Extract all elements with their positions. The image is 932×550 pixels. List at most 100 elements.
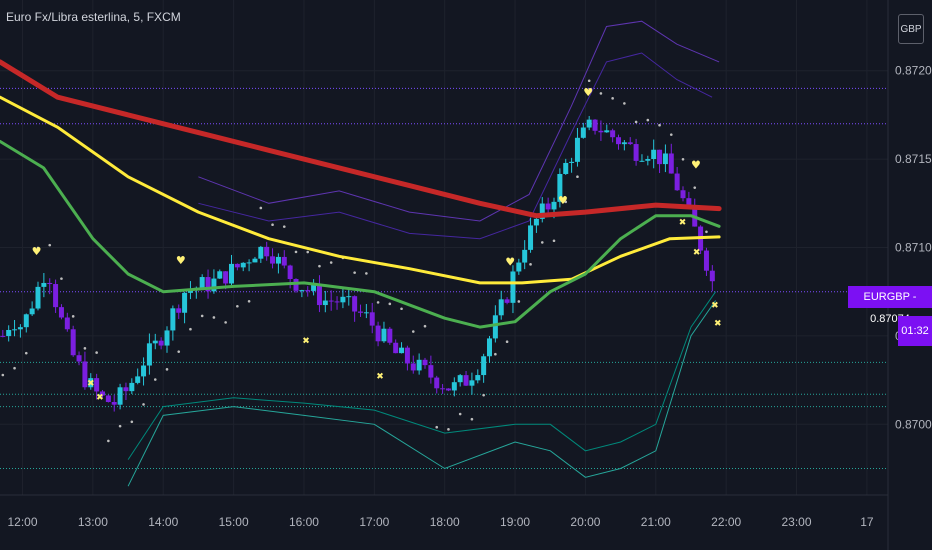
signal-marker: ♥ (558, 194, 568, 207)
sar-dot (212, 316, 216, 319)
sar-dot (365, 272, 368, 275)
candle-body (234, 263, 240, 268)
candle-body (117, 387, 123, 405)
candle-body (246, 262, 252, 264)
candle-body (258, 246, 264, 259)
candle-body (569, 161, 575, 163)
candle-body (105, 395, 111, 403)
ma-line (0, 95, 721, 285)
candle-body (580, 127, 586, 138)
candle-body (393, 342, 399, 354)
candle-body (17, 327, 23, 330)
ma-line (0, 139, 721, 329)
candle-body (604, 130, 610, 133)
candle-body (217, 271, 223, 279)
candle-body (170, 308, 176, 331)
candle-body (88, 378, 94, 388)
signal-marker: ✖ (714, 319, 722, 329)
x-tick-label: 22:00 (711, 515, 741, 529)
signal-marker: ♥ (691, 158, 701, 171)
candle-body (551, 201, 557, 210)
sar-dot (458, 412, 462, 416)
sar-dot (107, 439, 110, 443)
bands (127, 20, 720, 487)
sar-dot (634, 120, 638, 124)
candle-body (152, 340, 158, 344)
candle-body (510, 271, 516, 303)
sar-dot (130, 420, 134, 424)
candle-body (340, 296, 346, 303)
candle-body (703, 250, 709, 271)
candle-body (557, 173, 563, 202)
candle-body (709, 270, 715, 282)
candle-body (199, 277, 205, 288)
sar-dot (13, 366, 16, 370)
candle-body (358, 311, 364, 313)
candle-body (281, 256, 287, 266)
sar-dot (423, 324, 427, 328)
candle-body (451, 382, 457, 391)
candle-body (475, 375, 481, 381)
candle-body (275, 256, 281, 264)
sar-dot (177, 350, 181, 353)
candle-body (404, 347, 410, 364)
sar-dot (623, 102, 626, 105)
x-tick-label: 20:00 (570, 515, 600, 529)
sar-dot (247, 300, 251, 303)
candle-body (23, 314, 29, 328)
band-line (127, 291, 717, 460)
candle-body (457, 375, 463, 383)
x-tick-label: 14:00 (148, 515, 178, 529)
x-tick-label: 13:00 (78, 515, 108, 529)
sar-dot (564, 200, 568, 204)
candle-body (47, 282, 53, 285)
candle-body (487, 338, 493, 357)
x-tick-label: 18:00 (430, 515, 460, 529)
candle-body (416, 359, 422, 371)
candle-body (387, 328, 393, 343)
sar-dot (153, 378, 157, 381)
candle-body (498, 299, 504, 316)
candle-body (129, 382, 135, 392)
candle-body (29, 308, 35, 315)
candle-body (12, 329, 18, 331)
candle-body (223, 271, 229, 284)
candle-body (135, 376, 141, 383)
sar-dot (552, 239, 556, 243)
symbol-title: Euro Fx/Libra esterlina, 5, FXCM (6, 10, 181, 24)
candle-body (399, 347, 405, 354)
grid (0, 0, 888, 495)
candle-body (662, 153, 668, 165)
candle-body (53, 284, 59, 308)
sar-dot (482, 393, 485, 397)
candle-body (598, 130, 604, 133)
candle-body (328, 300, 334, 302)
sar-dot (36, 246, 40, 250)
sar-dot (529, 263, 532, 266)
sar-dot (388, 302, 392, 306)
signal-marker: ✖ (96, 393, 104, 403)
sar-dot (236, 304, 239, 308)
candle-body (252, 258, 258, 263)
sar-dot (681, 157, 685, 161)
currency-button[interactable]: GBP (898, 14, 924, 44)
x-tick-label: 17 (860, 515, 874, 529)
candle-body (35, 286, 41, 309)
band-line (127, 300, 717, 487)
sar-dot (400, 307, 403, 311)
sar-dot (540, 241, 544, 244)
signal-marker: ✖ (302, 336, 310, 346)
sar-dot (306, 250, 310, 254)
sar-dot (576, 175, 579, 179)
sar-dot (259, 206, 263, 210)
signal-marker: ✖ (87, 379, 95, 389)
sar-dot (599, 92, 603, 95)
signal-marker: ✖ (376, 372, 384, 382)
horizontal-levels (0, 87, 888, 469)
sar-dot (318, 264, 321, 268)
candle-body (76, 355, 82, 362)
candle-body (592, 119, 598, 131)
candle-body (369, 312, 375, 326)
